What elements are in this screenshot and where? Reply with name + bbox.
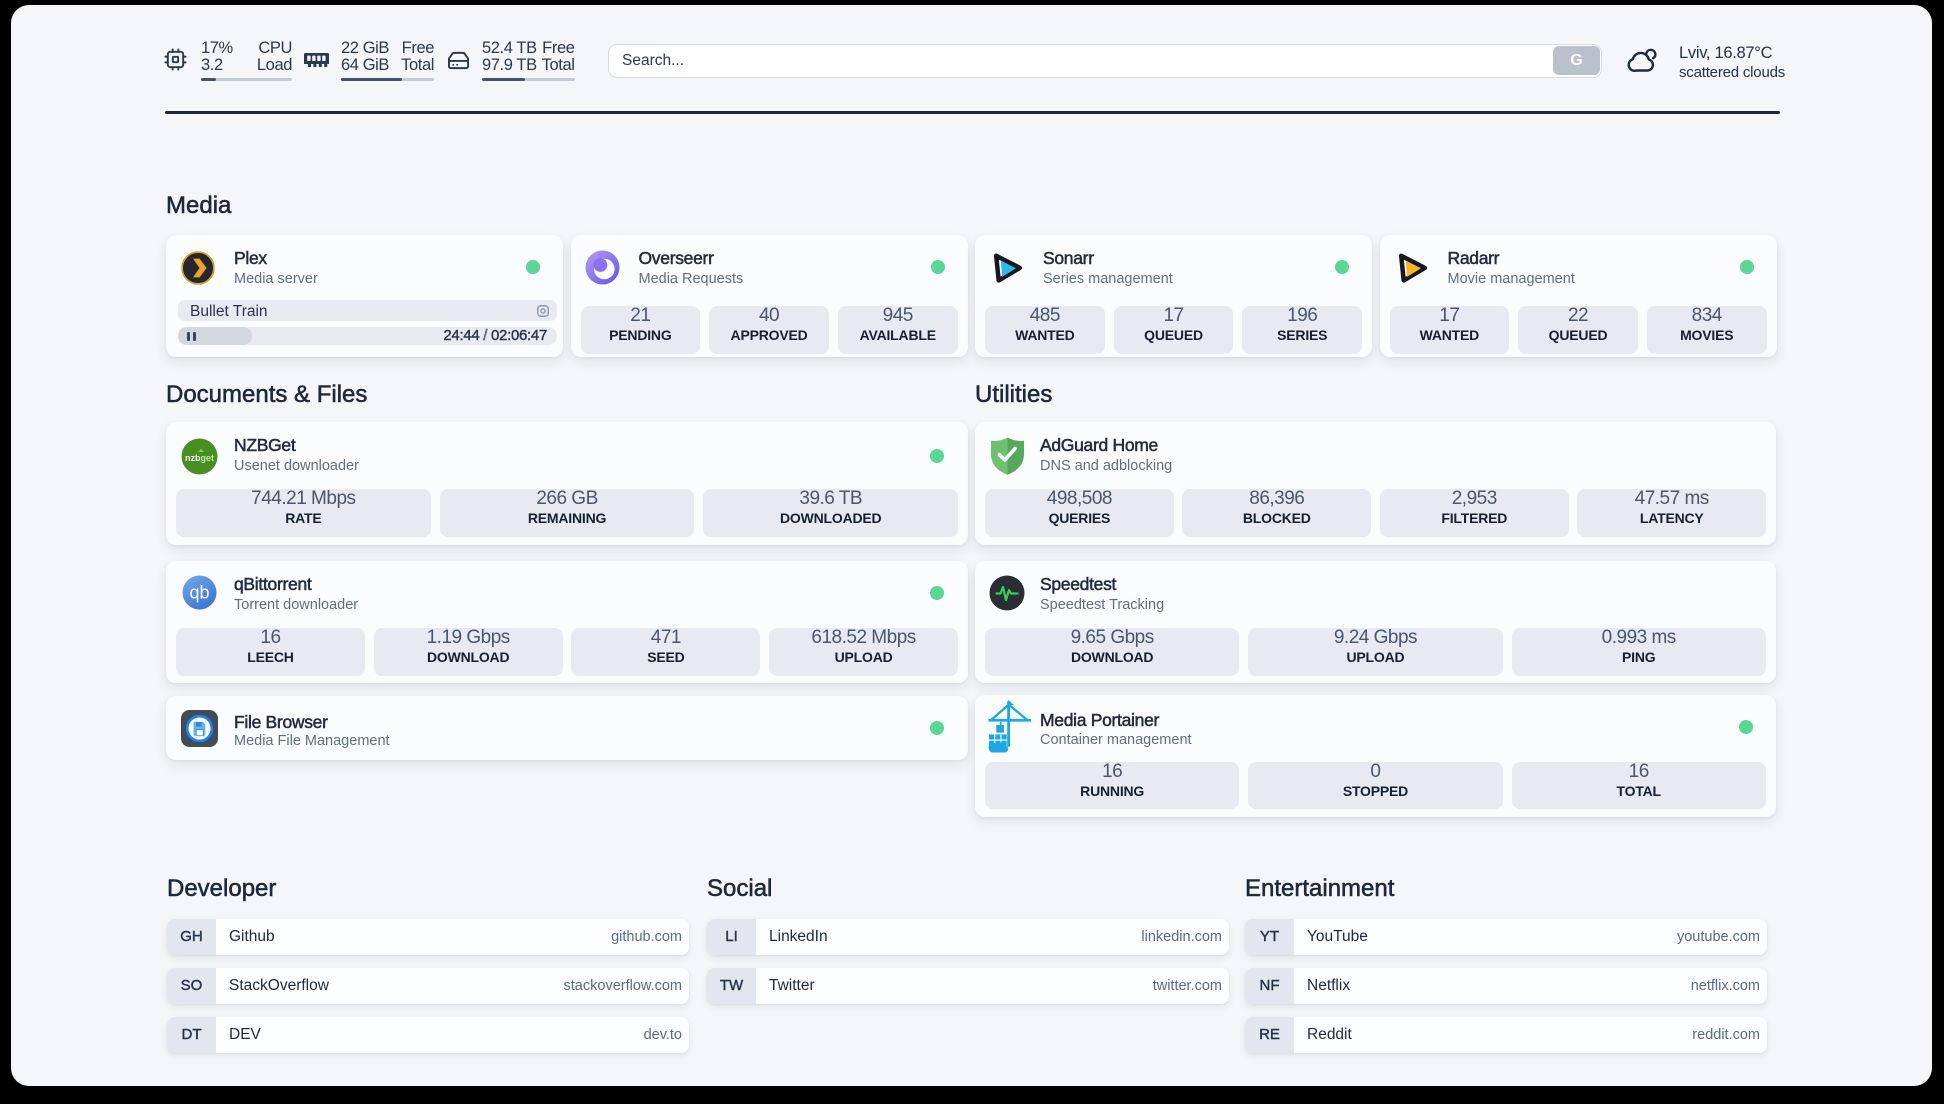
svg-text:qb: qb xyxy=(189,583,209,603)
svg-text:nzbget: nzbget xyxy=(185,453,214,463)
